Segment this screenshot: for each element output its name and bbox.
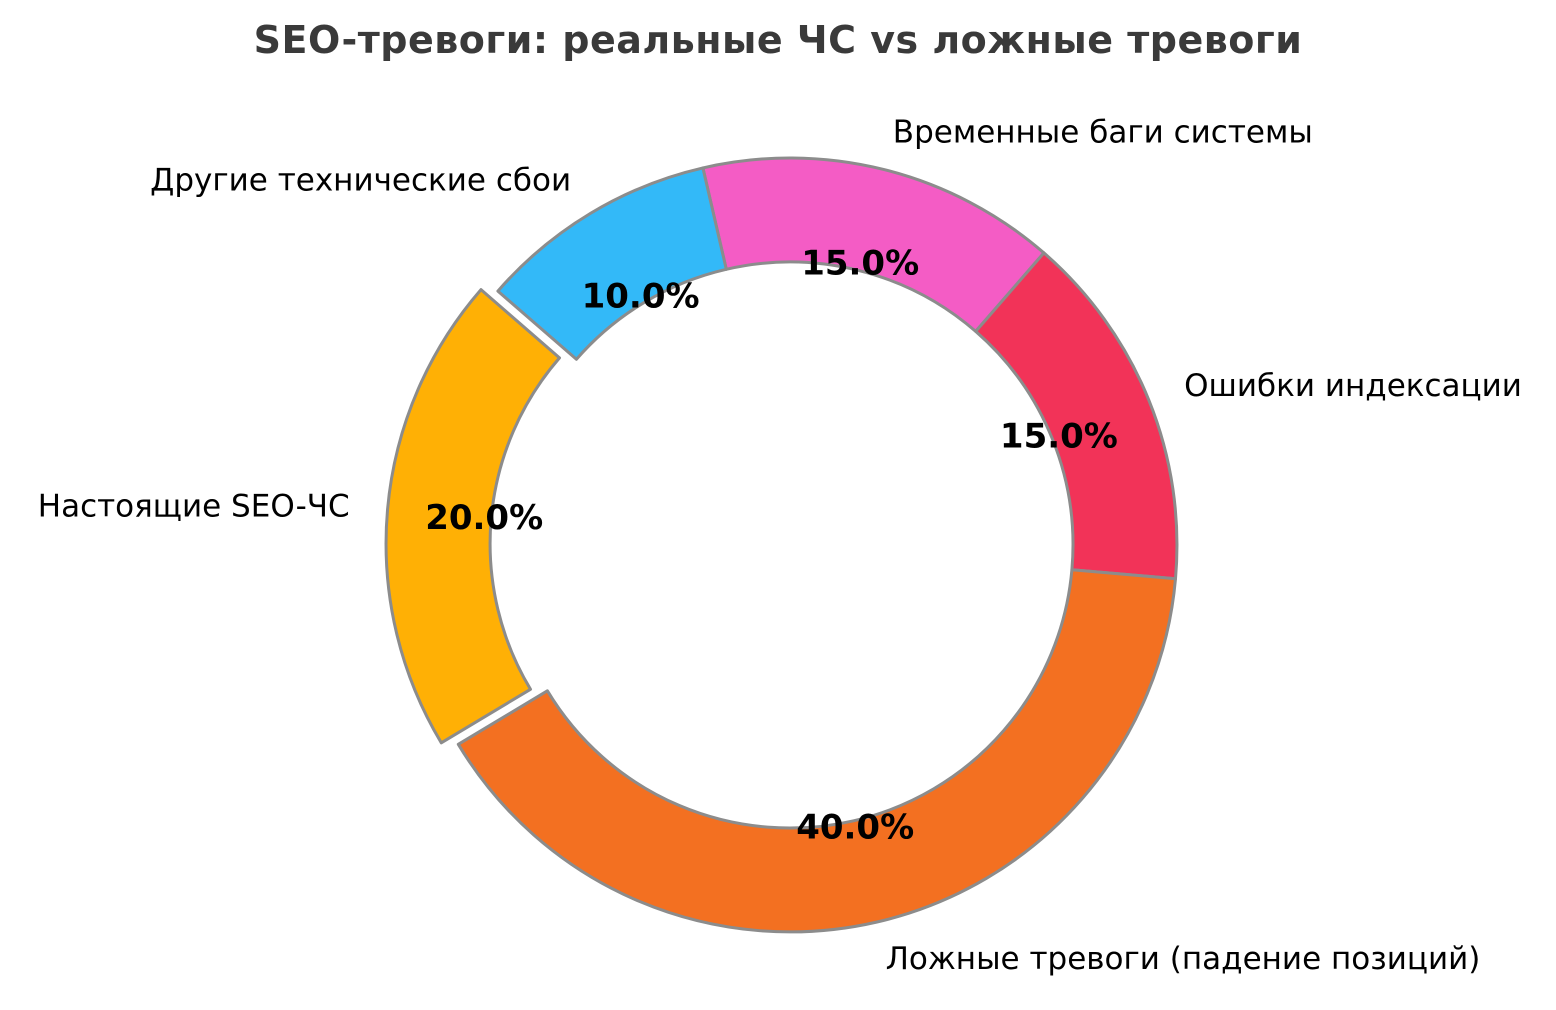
pie-slice-3 [384,288,561,745]
pie-slice-4 [496,166,728,361]
pie-slice-2 [456,568,1177,934]
slice-pct-0: 15.0% [801,244,919,284]
slice-pct-3: 20.0% [425,498,543,538]
slice-pct-4: 10.0% [582,276,700,316]
slice-pct-1: 15.0% [1000,416,1118,456]
slice-label-3: Настоящие SEO-ЧС [38,489,350,525]
slice-label-2: Ложные тревоги (падение позиций) [886,941,1481,977]
slice-label-4: Другие технические сбои [150,163,571,199]
chart-title: SEO-тревоги: реальные ЧС vs ложные трево… [253,18,1303,62]
slice-label-1: Ошибки индексации [1184,368,1522,404]
slice-pct-2: 40.0% [796,808,914,848]
slice-label-0: Временные баги системы [893,115,1313,151]
